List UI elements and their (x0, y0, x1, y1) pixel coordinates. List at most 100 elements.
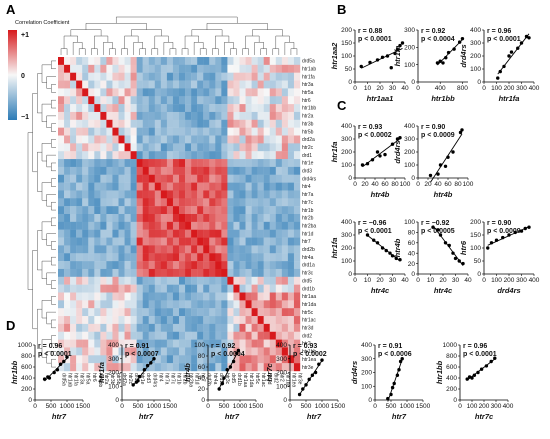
heatmap-cell (142, 300, 149, 309)
dendrogram-branch (290, 48, 298, 55)
heatmap-cell (191, 80, 198, 89)
heatmap-row-label: htr2ba (302, 223, 316, 229)
data-point (297, 392, 302, 397)
data-point (42, 377, 47, 381)
heatmap-cell (245, 72, 252, 81)
data-point (393, 51, 397, 56)
heatmap-cell (245, 261, 252, 270)
heatmap-cell (136, 347, 143, 356)
heatmap-cell (148, 300, 155, 309)
heatmap-cell (275, 355, 283, 364)
heatmap-cell (293, 323, 301, 332)
heatmap-cell (112, 363, 119, 372)
heatmap-cell (100, 198, 107, 207)
heatmap-cell (221, 347, 228, 356)
heatmap-cell (88, 331, 95, 340)
dendrogram-branch (63, 35, 78, 49)
heatmap-cell (245, 245, 252, 254)
x-tick-label: 0 (373, 403, 377, 410)
heatmap-cell (263, 182, 270, 191)
heatmap-row-label: drd2 (302, 333, 312, 339)
y-axis-label: htr1fa (393, 46, 402, 67)
heatmap-cell (130, 355, 137, 364)
heatmap-cell (245, 316, 252, 325)
heatmap-cell (142, 331, 149, 340)
heatmap-cell (263, 355, 270, 364)
y-axis-label: htr1fa (97, 362, 106, 383)
heatmap-cell (136, 104, 143, 113)
heatmap-cell (197, 88, 204, 97)
heatmap-column-label: htr2ba (188, 373, 194, 387)
heatmap-cell (148, 135, 155, 144)
dendrogram-branch (254, 42, 264, 55)
heatmap-cell (94, 198, 101, 207)
y-tick-label: 200 (361, 370, 372, 377)
heatmap-cell (118, 198, 125, 207)
heatmap-cell (118, 308, 125, 317)
heatmap-cell (263, 151, 270, 160)
heatmap-cell (76, 292, 83, 301)
heatmap-cell (233, 331, 240, 340)
heatmap-cell (76, 119, 83, 128)
heatmap-column-label: htr7c (169, 373, 175, 385)
heatmap-cell (179, 72, 186, 81)
heatmap-cell (100, 111, 107, 120)
heatmap-cell (221, 276, 228, 285)
heatmap-cell (148, 276, 155, 285)
heatmap-cell (221, 363, 228, 372)
dendrogram-branch (245, 35, 260, 49)
heatmap-cell (227, 355, 234, 364)
heatmap-cell (251, 174, 258, 183)
heatmap-cell (239, 268, 246, 277)
heatmap-cell (227, 96, 234, 105)
y-tick-label: 800 (21, 353, 32, 360)
heatmap-cell (64, 214, 71, 223)
heatmap-cell (197, 276, 204, 285)
heatmap-cell (233, 363, 240, 372)
heatmap-cell (227, 308, 234, 317)
heatmap-cell (233, 253, 240, 262)
heatmap-column-label: drd5 (230, 373, 236, 383)
colorbar-tick-low: −1 (21, 114, 29, 121)
dendrogram-branch (85, 23, 147, 30)
x-tick-label: 300 (491, 403, 502, 410)
heatmap-cell (263, 237, 270, 246)
heatmap-cell (257, 245, 264, 254)
y-tick-label: 300 (470, 40, 481, 47)
heatmap-cell (100, 276, 107, 285)
heatmap-cell (221, 237, 228, 246)
heatmap-cell (70, 159, 77, 168)
heatmap-cell (82, 300, 89, 309)
heatmap-cell (70, 104, 77, 113)
y-axis-label: htr4b (393, 238, 402, 257)
heatmap-cell (209, 261, 216, 270)
heatmap-cell (148, 323, 155, 332)
data-point (152, 357, 156, 361)
heatmap-cell (100, 104, 107, 113)
x-tick-label: 0 (120, 403, 124, 410)
heatmap-cell (136, 253, 143, 262)
heatmap-cell (257, 268, 264, 277)
heatmap-cell (269, 159, 276, 168)
r-value: r = −0.92 (421, 220, 450, 227)
heatmap-cell (88, 363, 95, 372)
data-point (301, 387, 305, 391)
heatmap-cell (185, 151, 192, 160)
heatmap-cell (94, 268, 101, 277)
y-tick-label: 100 (108, 383, 119, 390)
heatmap-cell (281, 104, 289, 113)
heatmap-cell (263, 198, 270, 207)
heatmap-cell (76, 308, 83, 317)
heatmap-cell (197, 135, 204, 144)
heatmap-cell (269, 214, 276, 223)
heatmap-cell (293, 151, 301, 160)
y-tick-label: 150 (470, 232, 481, 239)
heatmap-cell (215, 237, 222, 246)
data-point (304, 383, 308, 387)
y-tick-label: 0 (453, 397, 457, 404)
heatmap-cell (136, 363, 143, 372)
dendrogram-branch (51, 84, 56, 93)
heatmap-cell (185, 57, 192, 66)
data-point (435, 61, 440, 65)
dendrogram-branch (133, 42, 143, 55)
